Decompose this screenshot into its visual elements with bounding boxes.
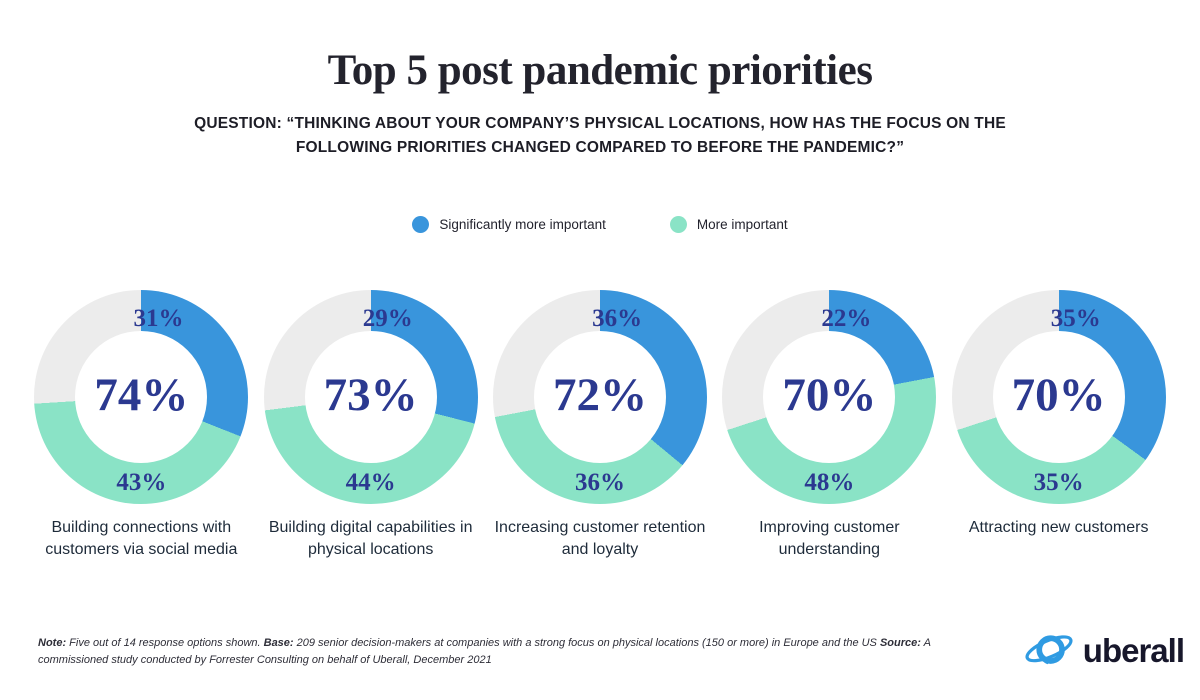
donut-charts-row: 31% 43% 74% Building connections with cu… <box>0 290 1200 560</box>
chart-caption: Attracting new customers <box>968 519 1149 536</box>
chart-social-media: 31% 43% 74% Building connections with cu… <box>27 290 255 560</box>
donut-total-value: 73% <box>323 368 418 421</box>
donut-total-value: 72% <box>552 368 647 421</box>
segment-value-mint: 43% <box>116 469 167 496</box>
chart-digital-capabilities: 29% 44% 73% Building digital capabilitie… <box>257 290 485 560</box>
legend-dot-mint-icon <box>669 216 687 233</box>
segment-value-blue: 31% <box>133 305 184 332</box>
segment-value-blue: 29% <box>362 305 413 332</box>
donut-total-value: 70% <box>782 368 877 421</box>
chart-legend: Significantly more important More import… <box>0 216 1200 233</box>
segment-value-blue: 36% <box>592 305 643 332</box>
legend-dot-blue-icon <box>412 216 430 233</box>
footnote: Note: Five out of 14 response options sh… <box>38 635 943 669</box>
donut-chart: 29% 44% 73% <box>263 290 478 504</box>
logo-wordmark: uberall <box>1082 631 1185 669</box>
footnote-note-text: Five out of 14 response options shown. <box>66 637 264 649</box>
chart-new-customers: 35% 35% 70% Attracting new customers <box>945 290 1173 539</box>
legend-item-more: More important <box>669 216 788 233</box>
donut-chart: 22% 48% 70% <box>722 290 937 504</box>
legend-label: More important <box>696 217 788 232</box>
survey-question: QUESTION: “THINKING ABOUT YOUR COMPANY’S… <box>194 115 1006 157</box>
segment-value-blue: 22% <box>821 305 872 332</box>
donut-hole <box>304 331 437 463</box>
footnote-source-label: Source: <box>879 637 921 649</box>
legend-item-significantly-more: Significantly more important <box>412 216 606 233</box>
footnote-base-label: Base: <box>263 637 294 649</box>
footnote-note-label: Note: <box>38 637 67 649</box>
donut-chart: 35% 35% 70% <box>951 290 1166 504</box>
segment-value-mint: 48% <box>804 469 855 496</box>
donut-hole <box>75 331 208 463</box>
chart-caption: Increasing customer retention and loyalt… <box>494 519 706 558</box>
legend-label: Significantly more important <box>439 217 606 232</box>
chart-caption: Building connections with customers via … <box>45 519 238 558</box>
chart-customer-understanding: 22% 48% 70% Improving customer understan… <box>715 290 943 560</box>
uberall-logo: uberall <box>1023 622 1185 679</box>
segment-value-mint: 36% <box>574 469 625 496</box>
chart-retention-loyalty: 36% 36% 72% Increasing customer retentio… <box>486 290 714 560</box>
donut-chart: 31% 43% 74% <box>34 290 249 504</box>
donut-total-value: 70% <box>1011 368 1106 421</box>
chart-caption: Building digital capabilities in physica… <box>268 519 473 558</box>
segment-value-blue: 35% <box>1050 305 1101 332</box>
segment-value-mint: 35% <box>1033 469 1084 496</box>
donut-hole <box>533 331 666 463</box>
planet-orbit-icon <box>1023 622 1075 679</box>
chart-caption: Improving customer understanding <box>759 519 900 558</box>
footnote-source-text: A commissioned study conducted by Forres… <box>38 637 931 667</box>
donut-chart: 36% 36% 72% <box>492 290 707 504</box>
donut-hole <box>992 331 1125 463</box>
footnote-base-text: 209 senior decision-makers at companies … <box>293 637 880 649</box>
page-title: Top 5 post pandemic priorities <box>327 47 873 94</box>
donut-hole <box>763 331 896 463</box>
segment-value-mint: 44% <box>345 469 396 496</box>
donut-total-value: 74% <box>94 368 189 421</box>
